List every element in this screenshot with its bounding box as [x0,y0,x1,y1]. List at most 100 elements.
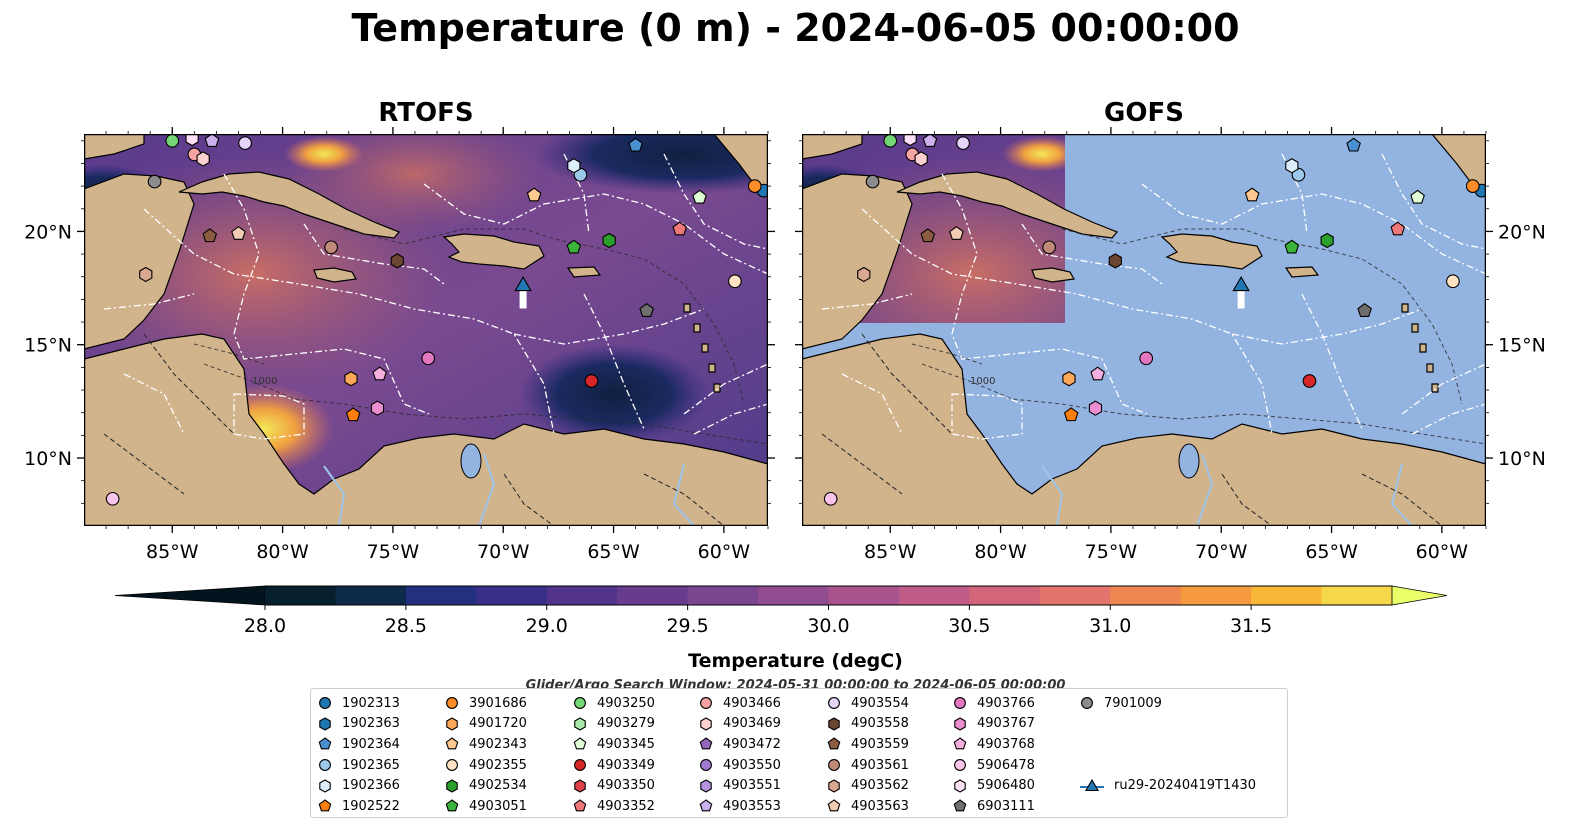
float-4902534 [602,232,616,249]
float-4903051 [1284,239,1300,254]
legend-marker-icon [699,737,713,750]
legend-label: ru29-20240419T1430 [1114,778,1257,794]
colorbar-bin [335,586,407,605]
legend-label: 4903472 [723,736,781,752]
float-4903563 [231,226,246,240]
legend-symbol [700,779,712,793]
legend-marker-icon [319,779,331,793]
legend-symbol [446,779,458,793]
x-tick-label: 75°W [1085,541,1138,563]
panel-title-gofs: GOFS [1104,98,1184,128]
legend-marker-icon [319,697,331,710]
legend-item-4903562: 4903562 [826,775,909,796]
legend-label: 4902355 [469,757,527,773]
legend-label: 7901009 [1104,695,1162,711]
legend-column: 7901009 ru29-20240419T1430 [1079,693,1256,796]
legend-marker-icon [446,697,458,710]
float-4903352 [672,221,688,236]
colorbar-tick-label: 29.0 [526,615,568,637]
legend-item-ru29-20240419T1430: ru29-20240419T1430 [1079,775,1256,796]
legend-item-5906478: 5906478 [952,755,1035,776]
legend-item-4902355: 4902355 [444,755,527,776]
legend-symbol [445,737,459,750]
legend-marker-icon [446,759,458,772]
colorbar-tick-label: 30.0 [807,615,849,637]
y-tick-label: 20°N [1498,221,1546,243]
y-tick-label: 20°N [24,221,72,243]
legend-label: 1902366 [342,778,400,794]
legend-label: 1902313 [342,695,400,711]
legend-marker-icon [574,779,586,793]
legend-symbol [699,799,713,812]
legend-marker-icon [445,737,459,750]
float-1902365 [573,167,588,182]
float-4903345 [1410,189,1425,204]
float-6903111 [639,303,654,317]
legend-symbol [953,799,967,812]
legend-marker-icon [827,737,841,750]
panel-title-rtofs: RTOFS [378,98,474,128]
legend-symbol [574,717,586,731]
legend-symbol [319,759,331,772]
legend-item-4903551: 4903551 [698,775,781,796]
legend-marker-icon [953,737,967,750]
legend-symbol [319,697,331,710]
float-7901009 [147,174,162,189]
legend-item-4903563: 4903563 [826,796,909,817]
float-4903768 [1090,366,1105,381]
float-4903767 [370,400,385,416]
gofs-map: 1000 [802,134,1486,526]
figure-title: Temperature (0 m) - 2024-06-05 00:00:00 [351,6,1240,50]
legend-item-4903345: 4903345 [572,734,655,755]
lake [1178,443,1200,479]
float-5906478 [105,491,120,506]
float-1902366 [567,158,581,174]
float-4902355 [728,274,742,289]
legend-marker-icon [828,697,840,710]
legend-label: 4903554 [851,695,909,711]
legend-symbol [446,717,458,731]
legend-column: 4903250 4903279 4903345 4903349 4903350 49033… [572,693,655,817]
legend-symbol [445,799,459,812]
legend-symbol [318,799,332,812]
glider-marker [514,275,532,292]
float-4903469 [914,151,928,167]
colorbar-bin [546,586,618,605]
legend-label: 3901686 [469,695,527,711]
legend-marker-icon [1080,778,1104,791]
float-4903553 [204,134,220,148]
colorbar-bin [265,586,336,605]
hot-spot [284,136,364,172]
legend-item-4901720: 4901720 [444,714,527,735]
float-4903766 [421,351,436,366]
colorbar-tick-label: 28.0 [244,615,286,637]
legend-label: 1902363 [342,716,400,732]
legend-item-4903472: 4903472 [698,734,781,755]
legend-item-4903553: 4903553 [698,796,781,817]
y-tick-label: 10°N [24,448,72,470]
colorbar-extend-high [1391,585,1448,606]
glider-track [1237,288,1245,309]
colorbar-tick-label: 29.5 [666,615,708,637]
legend-label: 4903352 [597,798,655,814]
legend-marker-icon [573,737,587,750]
x-tick-label: 80°W [256,541,309,563]
legend-item-4903561: 4903561 [826,755,909,776]
float-1902364 [1346,137,1361,152]
legend-item-4902534: 4902534 [444,775,527,796]
legend-label: 4903561 [851,757,909,773]
legend-marker-icon [699,799,713,812]
float-6903111 [1357,303,1372,317]
float-4903554 [956,136,970,150]
isobath-label: 1000 [970,376,995,387]
legend-label: 4903768 [977,736,1035,752]
legend-symbol [319,717,331,731]
legend-label: 4903551 [723,778,781,794]
colorbar-bin [1321,586,1393,605]
legend-item-4903349: 4903349 [572,755,655,776]
legend-symbol [574,779,586,793]
rtofs-map: 1000 [84,134,768,526]
cool-region [519,344,709,444]
legend-label: 4903767 [977,716,1035,732]
float-4903562 [139,266,153,283]
